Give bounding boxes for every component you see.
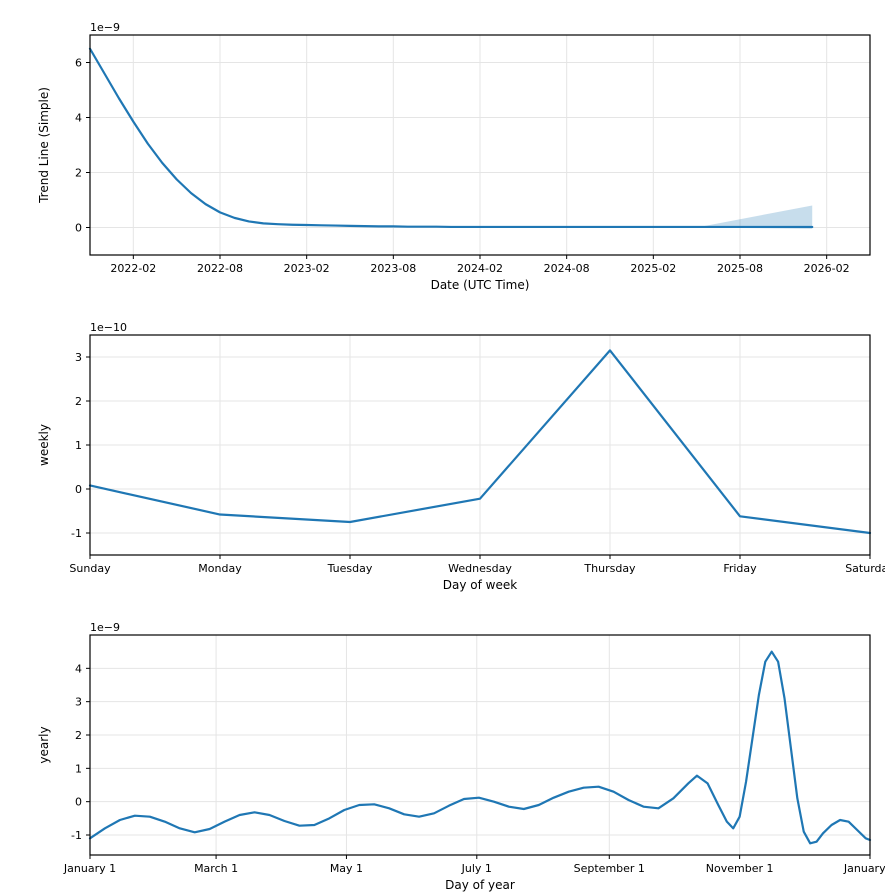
x-tick-label: Friday [723, 562, 757, 575]
y-tick-label: 3 [75, 696, 82, 709]
x-tick-label: Saturday [845, 562, 885, 575]
y-tick-label: 1 [75, 439, 82, 452]
x-tick-label: 2022-02 [110, 262, 156, 275]
forecast-band [697, 206, 813, 229]
y-tick-label: 0 [75, 222, 82, 235]
y-tick-label: 2 [75, 395, 82, 408]
y-exponent-label: 1e−9 [90, 21, 120, 34]
x-axis-label: Day of week [443, 578, 517, 592]
x-tick-label: 2025-08 [717, 262, 763, 275]
x-tick-label: 2024-08 [544, 262, 590, 275]
x-tick-label: 2023-02 [284, 262, 330, 275]
x-tick-label: November 1 [706, 862, 774, 875]
x-tick-label: Thursday [583, 562, 636, 575]
x-tick-label: 2022-08 [197, 262, 243, 275]
y-tick-label: 2 [75, 167, 82, 180]
y-tick-label: -1 [71, 829, 82, 842]
y-exponent-label: 1e−10 [90, 321, 127, 334]
y-tick-label: 4 [75, 662, 82, 675]
y-tick-label: 2 [75, 729, 82, 742]
x-tick-label: 2024-02 [457, 262, 503, 275]
trend-panel: 0 2 4 6 2022-02 2022-08 2023-02 2023-08 2024-02 2… [35, 20, 885, 295]
y-axis-label: weekly [37, 424, 51, 466]
x-tick-label: January 1 [63, 862, 116, 875]
y-tick-label: 6 [75, 57, 82, 70]
x-tick-label: Wednesday [448, 562, 512, 575]
y-tick-label: -1 [71, 527, 82, 540]
x-tick-label: September 1 [574, 862, 645, 875]
trend-line [90, 49, 812, 227]
x-tick-label: 2023-08 [370, 262, 416, 275]
x-tick-label: January 1 [843, 862, 885, 875]
x-tick-label: 2026-02 [804, 262, 850, 275]
yearly-panel: -1 0 1 2 3 4 January 1 March 1 May 1 July 1 Septem… [35, 620, 885, 895]
y-tick-label: 1 [75, 762, 82, 775]
figure: 0 2 4 6 2022-02 2022-08 2023-02 2023-08 2024-02 2… [0, 0, 889, 890]
y-axis-label: Trend Line (Simple) [37, 87, 51, 204]
y-tick-label: 3 [75, 351, 82, 364]
yearly-line [90, 652, 870, 844]
x-tick-label: March 1 [194, 862, 238, 875]
x-axis-label: Date (UTC Time) [431, 278, 530, 292]
weekly-panel: -1 0 1 2 3 Sunday Monday Tuesday Wednesday Thursd… [35, 320, 885, 595]
x-tick-label: Tuesday [327, 562, 373, 575]
x-tick-label: May 1 [330, 862, 363, 875]
y-axis-label: yearly [37, 726, 51, 763]
x-tick-label: 2025-02 [630, 262, 676, 275]
x-tick-label: Monday [198, 562, 242, 575]
x-tick-label: July 1 [461, 862, 492, 875]
y-tick-label: 0 [75, 796, 82, 809]
yearly-chart: -1 0 1 2 3 4 January 1 March 1 May 1 July 1 Septem… [35, 620, 885, 895]
y-exponent-label: 1e−9 [90, 621, 120, 634]
y-tick-label: 4 [75, 112, 82, 125]
weekly-chart: -1 0 1 2 3 Sunday Monday Tuesday Wednesday Thursd… [35, 320, 885, 595]
trend-chart: 0 2 4 6 2022-02 2022-08 2023-02 2023-08 2024-02 2… [35, 20, 885, 295]
x-tick-label: Sunday [69, 562, 111, 575]
y-tick-label: 0 [75, 483, 82, 496]
